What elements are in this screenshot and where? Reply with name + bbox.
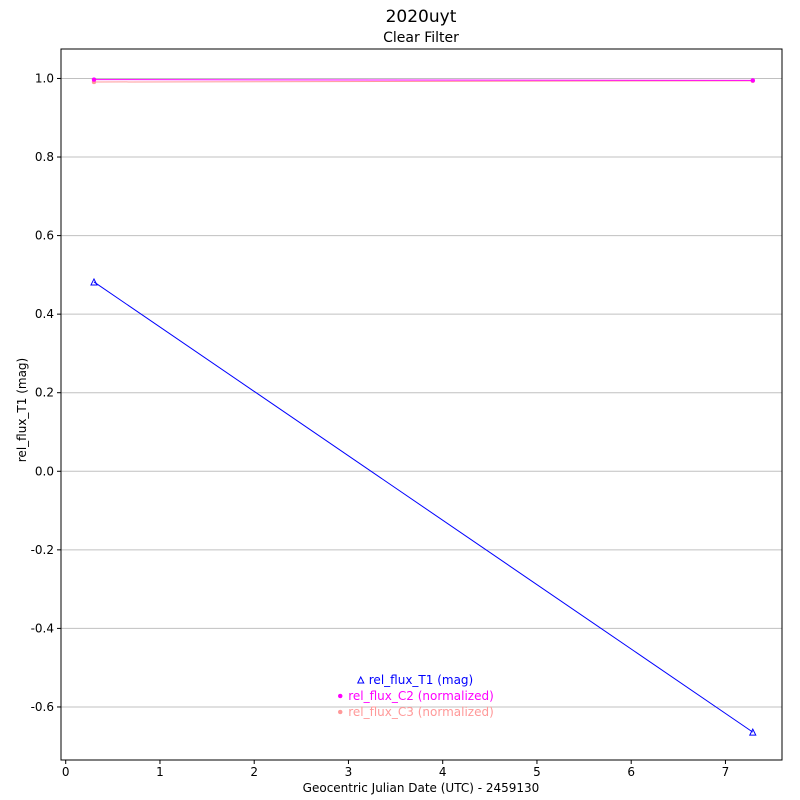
y-tick-label: 0.0 bbox=[35, 464, 54, 478]
chart-title: 2020uyt bbox=[386, 7, 457, 27]
grid-lines bbox=[61, 77, 782, 708]
plot-frame bbox=[60, 48, 783, 761]
legend-marker bbox=[337, 709, 343, 715]
chart-subtitle: Clear Filter bbox=[383, 30, 459, 46]
series-line bbox=[93, 80, 753, 83]
x-axis-label: Geocentric Julian Date (UTC) - 2459130 bbox=[303, 781, 540, 795]
x-tick-label: 4 bbox=[439, 765, 447, 779]
y-tick-label: 0.6 bbox=[35, 229, 54, 243]
axis-ticks: 1.0 0.8 0.6 0.4 0.2 0.0 -0.2 -0.4 -0.6 0 1 2 3 4 5 6 7 bbox=[31, 71, 730, 779]
y-axis-label: rel_flux_T1 (mag) bbox=[15, 358, 29, 462]
data-point bbox=[91, 77, 97, 82]
x-tick-label: 5 bbox=[533, 765, 541, 779]
series-1 bbox=[90, 277, 757, 736]
series-2 bbox=[91, 77, 756, 83]
legend-label: rel_flux_C2 (normalized) bbox=[348, 689, 494, 703]
data-point bbox=[750, 78, 756, 83]
x-tick-label: 7 bbox=[722, 765, 730, 779]
legend-marker bbox=[356, 675, 365, 684]
legend: rel_flux_T1 (mag) rel_flux_C2 (normalized… bbox=[337, 673, 494, 719]
data-point bbox=[90, 277, 98, 286]
y-tick-label: 1.0 bbox=[35, 71, 54, 85]
y-tick-label: 0.4 bbox=[35, 307, 54, 321]
y-tick-label: -0.6 bbox=[31, 700, 54, 714]
legend-label: rel_flux_T1 (mag) bbox=[369, 673, 473, 687]
y-tick-label: 0.2 bbox=[35, 386, 54, 400]
x-tick-label: 2 bbox=[250, 765, 258, 779]
x-tick-label: 6 bbox=[627, 765, 635, 779]
x-tick-label: 0 bbox=[62, 765, 70, 779]
x-tick-label: 1 bbox=[156, 765, 164, 779]
series-line bbox=[93, 281, 754, 733]
x-tick-label: 3 bbox=[345, 765, 353, 779]
legend-marker bbox=[337, 693, 343, 699]
y-tick-label: -0.2 bbox=[31, 543, 54, 557]
y-tick-label: 0.8 bbox=[35, 150, 54, 164]
series-line bbox=[93, 79, 753, 81]
data-point bbox=[748, 727, 757, 736]
series-layer bbox=[90, 77, 757, 736]
legend-label: rel_flux_C3 (normalized) bbox=[348, 705, 494, 719]
y-tick-label: -0.4 bbox=[31, 621, 54, 635]
